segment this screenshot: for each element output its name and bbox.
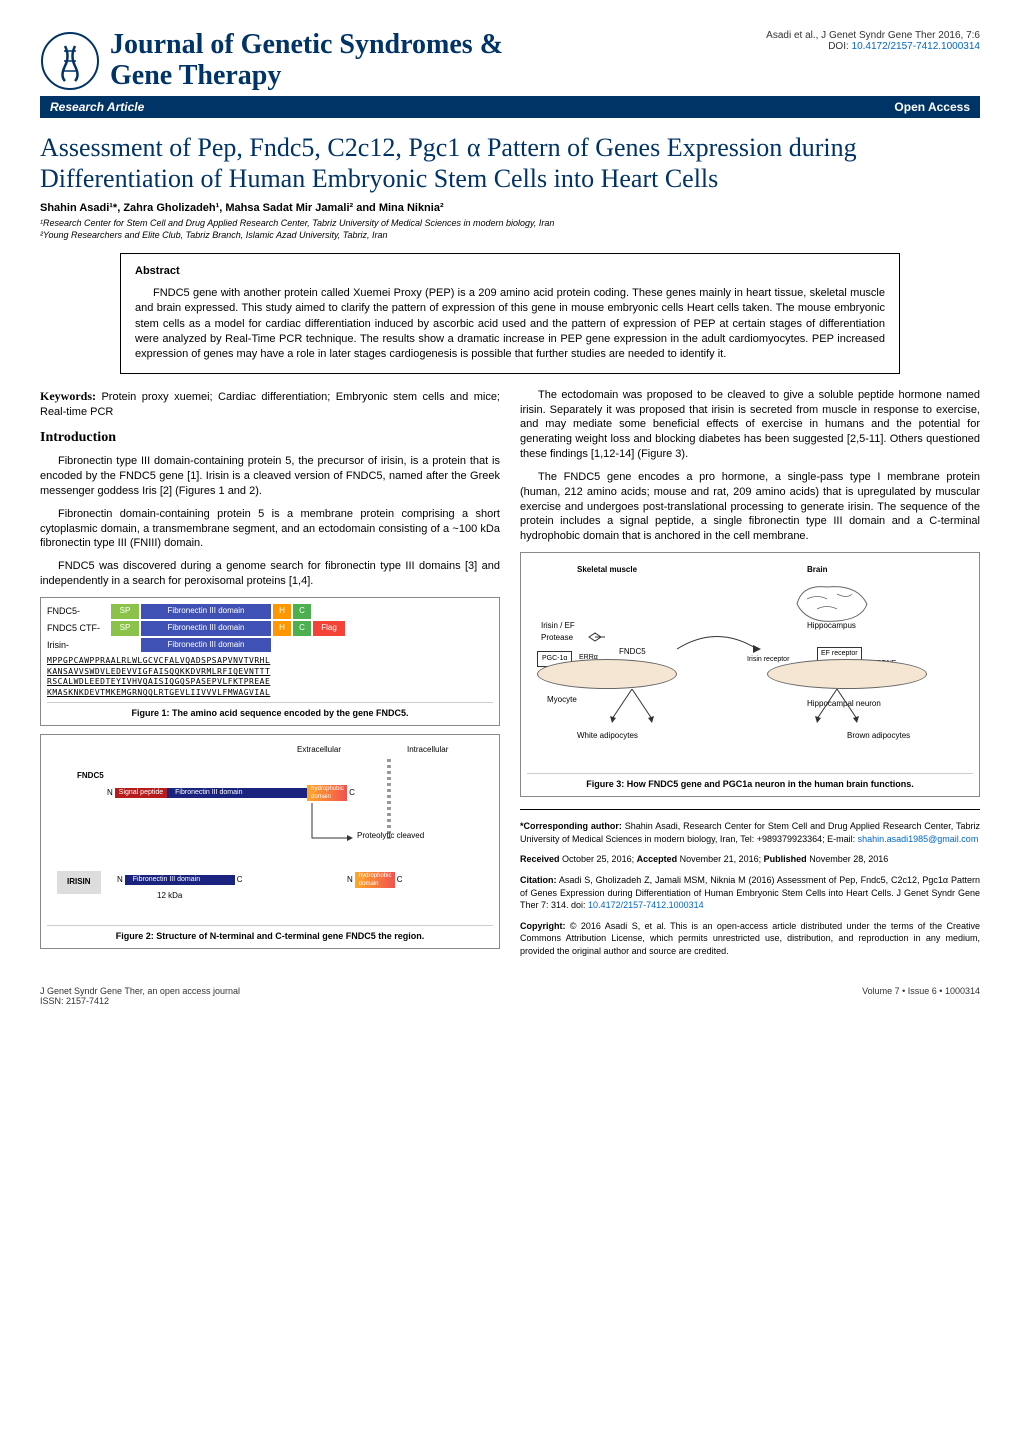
article-type: Research Article — [50, 100, 144, 114]
corresponding-author: *Corresponding author: Shahin Asadi, Res… — [520, 820, 980, 845]
article-type-banner: Research Article Open Access — [40, 96, 980, 118]
citation-block: Citation: Asadi S, Gholizadeh Z, Jamali … — [520, 874, 980, 912]
fig2-irisin-bar: N Fibronectin III domain C — [117, 873, 243, 887]
figure-1-content: FNDC5- SP Fibronectin III domain H C FND… — [47, 604, 493, 698]
fig3-brown: Brown adipocytes — [847, 731, 910, 742]
figure-3-content: Skeletal muscle Brain Irisin / EF Protea… — [527, 559, 973, 769]
fig1-fib-box: Fibronectin III domain — [141, 604, 271, 619]
header-left: Journal of Genetic Syndromes & Gene Ther… — [40, 30, 503, 92]
fig2-fndc5-bar: N Signal peptide Fibronectin III domain … — [107, 786, 355, 800]
fig3-hippocampus: Hippocampus — [807, 621, 856, 632]
email-link[interactable]: shahin.asadi1985@gmail.com — [858, 834, 979, 844]
journal-title-line1: Journal of Genetic Syndromes & — [110, 30, 503, 61]
fig3-center-arrow-icon — [667, 619, 767, 669]
figure-3: Skeletal muscle Brain Irisin / EF Protea… — [520, 552, 980, 797]
dates: Received October 25, 2016; Accepted Nove… — [520, 853, 980, 866]
fig1-sp-box: SP — [111, 621, 139, 636]
fig1-fib-box: Fibronectin III domain — [141, 621, 271, 636]
right-para-2: The FNDC5 gene encodes a pro hormone, a … — [520, 470, 980, 544]
figure-2-caption: Figure 2: Structure of N-terminal and C-… — [47, 925, 493, 942]
figure-1-caption: Figure 1: The amino acid sequence encode… — [47, 702, 493, 719]
affiliation-1: ¹Research Center for Stem Cell and Drug … — [40, 218, 980, 230]
right-column: The ectodomain was proposed to be cleave… — [520, 388, 980, 966]
fig1-fib-box: Fibronectin III domain — [141, 638, 271, 653]
abstract-text: FNDC5 gene with another protein called X… — [135, 286, 885, 363]
fig2-irisin-label: IRISIN — [57, 871, 101, 894]
fig3-arrow-right-icon — [807, 689, 867, 729]
journal-title-line2: Gene Therapy — [110, 61, 503, 92]
fig3-skeletal: Skeletal muscle — [577, 565, 637, 576]
article-info-box: *Corresponding author: Shahin Asadi, Res… — [520, 809, 980, 957]
affiliations: ¹Research Center for Stem Cell and Drug … — [40, 218, 980, 241]
fig1-row-irisin: Irisin- Fibronectin III domain — [47, 638, 493, 653]
two-column-layout: Keywords: Protein proxy xuemei; Cardiac … — [40, 388, 980, 966]
copyright-block: Copyright: © 2016 Asadi S, et al. This i… — [520, 920, 980, 958]
fig1-label: Irisin- — [47, 639, 109, 651]
fig3-fndc5: FNDC5 — [619, 647, 646, 658]
citation-text: Asadi et al., J Genet Syndr Gene Ther 20… — [766, 30, 980, 41]
fig2-membrane-divider — [387, 759, 391, 839]
fig2-extracellular: Extracellular — [297, 745, 341, 756]
doi-label: DOI: — [828, 41, 849, 52]
journal-logo-icon — [40, 31, 100, 91]
fig3-arrow-left-icon — [602, 689, 662, 729]
keywords-text: Protein proxy xuemei; Cardiac differenti… — [40, 391, 500, 418]
fig3-brain: Brain — [807, 565, 827, 576]
intro-para-1: Fibronectin type III domain-containing p… — [40, 454, 500, 499]
figure-2-content: Extracellular Intracellular FNDC5 N Sign… — [47, 741, 493, 921]
fig2-proteolytic: Proteolytic cleaved — [357, 831, 424, 842]
page-footer: J Genet Syndr Gene Ther, an open access … — [40, 986, 980, 1006]
fig2-intracellular: Intracellular — [407, 745, 448, 756]
fig2-fndc5-label: FNDC5 — [77, 771, 104, 782]
article-title: Assessment of Pep, Fndc5, C2c12, Pgc1 α … — [40, 132, 980, 194]
keywords-label: Keywords: — [40, 389, 96, 403]
fig1-row-fndc5: FNDC5- SP Fibronectin III domain H C — [47, 604, 493, 619]
authors: Shahin Asadi¹*, Zahra Gholizadeh¹, Mahsa… — [40, 202, 980, 214]
footer-right: Volume 7 • Issue 6 • 1000314 — [862, 986, 980, 1006]
figure-1: FNDC5- SP Fibronectin III domain H C FND… — [40, 597, 500, 726]
affiliation-2: ²Young Researchers and Elite Club, Tabri… — [40, 230, 980, 242]
fig1-row-ctf: FNDC5 CTF- SP Fibronectin III domain H C… — [47, 621, 493, 636]
fig3-neuron-oval — [767, 659, 927, 689]
fig1-sequence: MPPGPCAWPPRAALRLWLGCVCFALVQADSPSAPVNVTVR… — [47, 656, 493, 698]
figure-2: Extracellular Intracellular FNDC5 N Sign… — [40, 734, 500, 949]
fig1-label: FNDC5- — [47, 605, 109, 617]
open-access-label: Open Access — [894, 100, 970, 114]
left-column: Keywords: Protein proxy xuemei; Cardiac … — [40, 388, 500, 966]
fig1-c-box: C — [293, 604, 311, 619]
citation-doi-link[interactable]: 10.4172/2157-7412.1000314 — [588, 900, 704, 910]
header-right: Asadi et al., J Genet Syndr Gene Ther 20… — [766, 30, 980, 52]
keywords-block: Keywords: Protein proxy xuemei; Cardiac … — [40, 388, 500, 420]
fig2-size: 12 kDa — [157, 891, 182, 902]
fig1-flag-box: Flag — [313, 621, 345, 636]
doi-link[interactable]: 10.4172/2157-7412.1000314 — [852, 41, 980, 52]
abstract-box: Abstract FNDC5 gene with another protein… — [120, 253, 900, 373]
introduction-heading: Introduction — [40, 429, 500, 448]
fig1-h-box: H — [273, 604, 291, 619]
right-para-1: The ectodomain was proposed to be cleave… — [520, 388, 980, 462]
fig3-white: White adipocytes — [577, 731, 638, 742]
footer-left: J Genet Syndr Gene Ther, an open access … — [40, 986, 240, 1006]
fig3-myocyte: Myocyte — [547, 695, 577, 706]
protease-icon — [587, 631, 607, 643]
fig1-c-box: C — [293, 621, 311, 636]
figure-3-caption: Figure 3: How FNDC5 gene and PGC1a neuro… — [527, 773, 973, 790]
page-header: Journal of Genetic Syndromes & Gene Ther… — [40, 30, 980, 92]
fig2-cleave-arrow-icon — [307, 803, 367, 853]
fig2-cleaved-bar: N hydrophobic domain C — [347, 873, 403, 887]
fig3-irisin-ef: Irisin / EF — [541, 621, 575, 632]
intro-para-3: FNDC5 was discovered during a genome sea… — [40, 559, 500, 589]
fig1-h-box: H — [273, 621, 291, 636]
fig1-label: FNDC5 CTF- — [47, 622, 109, 634]
abstract-heading: Abstract — [135, 264, 885, 279]
fig3-protease: Protease — [541, 633, 573, 644]
intro-para-2: Fibronectin domain-containing protein 5 … — [40, 507, 500, 552]
fig3-myocyte-oval — [537, 659, 677, 689]
fig1-sp-box: SP — [111, 604, 139, 619]
